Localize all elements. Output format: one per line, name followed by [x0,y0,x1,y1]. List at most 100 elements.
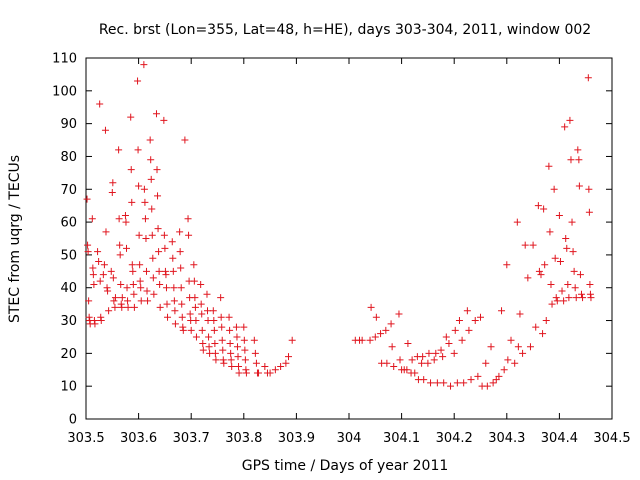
data-point [149,274,157,282]
data-point [495,372,503,380]
data-point [130,290,138,298]
y-axis-label: STEC from uqrg / TECUs [7,155,23,323]
data-point [576,271,584,279]
data-point [147,175,155,183]
data-point [526,343,534,351]
data-point [541,261,549,269]
data-point [232,323,240,331]
data-point [203,290,211,298]
data-point [424,359,432,367]
data-point [123,244,131,252]
data-point [562,235,570,242]
data-point [142,267,150,275]
data-point [579,294,587,302]
data-point [463,307,471,315]
data-point [540,205,548,213]
x-tick-label: 303.7 [173,431,210,446]
data-point [91,320,99,328]
data-point [85,313,93,321]
data-point [99,271,107,279]
data-point [566,116,574,124]
data-point [261,362,269,370]
data-point [220,359,228,367]
data-point [181,136,189,144]
data-point [585,208,593,216]
data-point [154,225,162,233]
data-point [177,264,185,272]
data-point [445,340,453,348]
data-point [255,369,263,377]
data-point [586,280,594,288]
data-point [577,290,585,298]
data-point [503,261,511,269]
x-tick-label: 304.5 [593,431,630,446]
data-point [482,359,490,367]
data-point [561,123,569,131]
data-point [388,343,396,351]
data-point [546,228,554,236]
data-point [500,366,508,374]
data-point [83,195,91,203]
data-point [178,313,186,321]
data-point [529,241,537,249]
data-point [118,294,126,302]
data-point [191,294,199,302]
x-axis-label: GPS time / Days of year 2011 [242,458,449,474]
data-point [586,290,594,298]
data-point [467,376,475,384]
data-point [251,349,259,357]
data-point [134,77,142,85]
data-point [136,277,144,285]
data-point [153,166,161,174]
data-point [211,340,219,348]
data-point [532,323,540,331]
data-point [164,313,172,321]
data-point [192,333,200,341]
data-point [134,146,142,154]
data-point [128,261,136,269]
data-point [240,323,248,331]
data-point [154,192,162,200]
data-point [171,307,179,315]
data-point [115,146,123,154]
data-point [101,126,109,134]
x-tick-label: 304.3 [488,431,525,446]
data-point [156,280,164,288]
data-point [404,340,412,348]
data-point [84,248,92,256]
data-point [124,303,132,311]
data-point [156,303,164,311]
data-point [553,297,561,305]
data-point [521,241,529,249]
data-point [450,349,458,357]
data-point [218,323,226,331]
y-axis-ticks: 0 10 20 30 40 50 60 70 80 90 100 110 [52,52,612,428]
data-point [226,326,234,334]
data-point [511,359,519,367]
data-point [219,356,227,364]
data-point [89,271,97,279]
x-tick-label: 304 [337,431,362,446]
data-point [128,198,136,206]
data-point [161,267,169,275]
data-point [170,297,178,305]
data-point [377,330,385,338]
data-point [498,307,506,315]
data-point [507,336,515,344]
data-point [199,346,207,354]
data-point [129,280,137,288]
data-point [430,356,438,364]
data-point [565,294,573,302]
data-point [545,162,553,170]
data-point [178,300,186,308]
data-point [97,317,105,325]
data-point [89,264,97,272]
data-point [513,218,521,226]
data-point [170,284,178,292]
data-point [149,254,157,262]
data-point [367,303,375,311]
data-point [129,267,137,275]
data-point [217,294,225,302]
data-point [396,356,404,364]
data-point [516,310,524,318]
